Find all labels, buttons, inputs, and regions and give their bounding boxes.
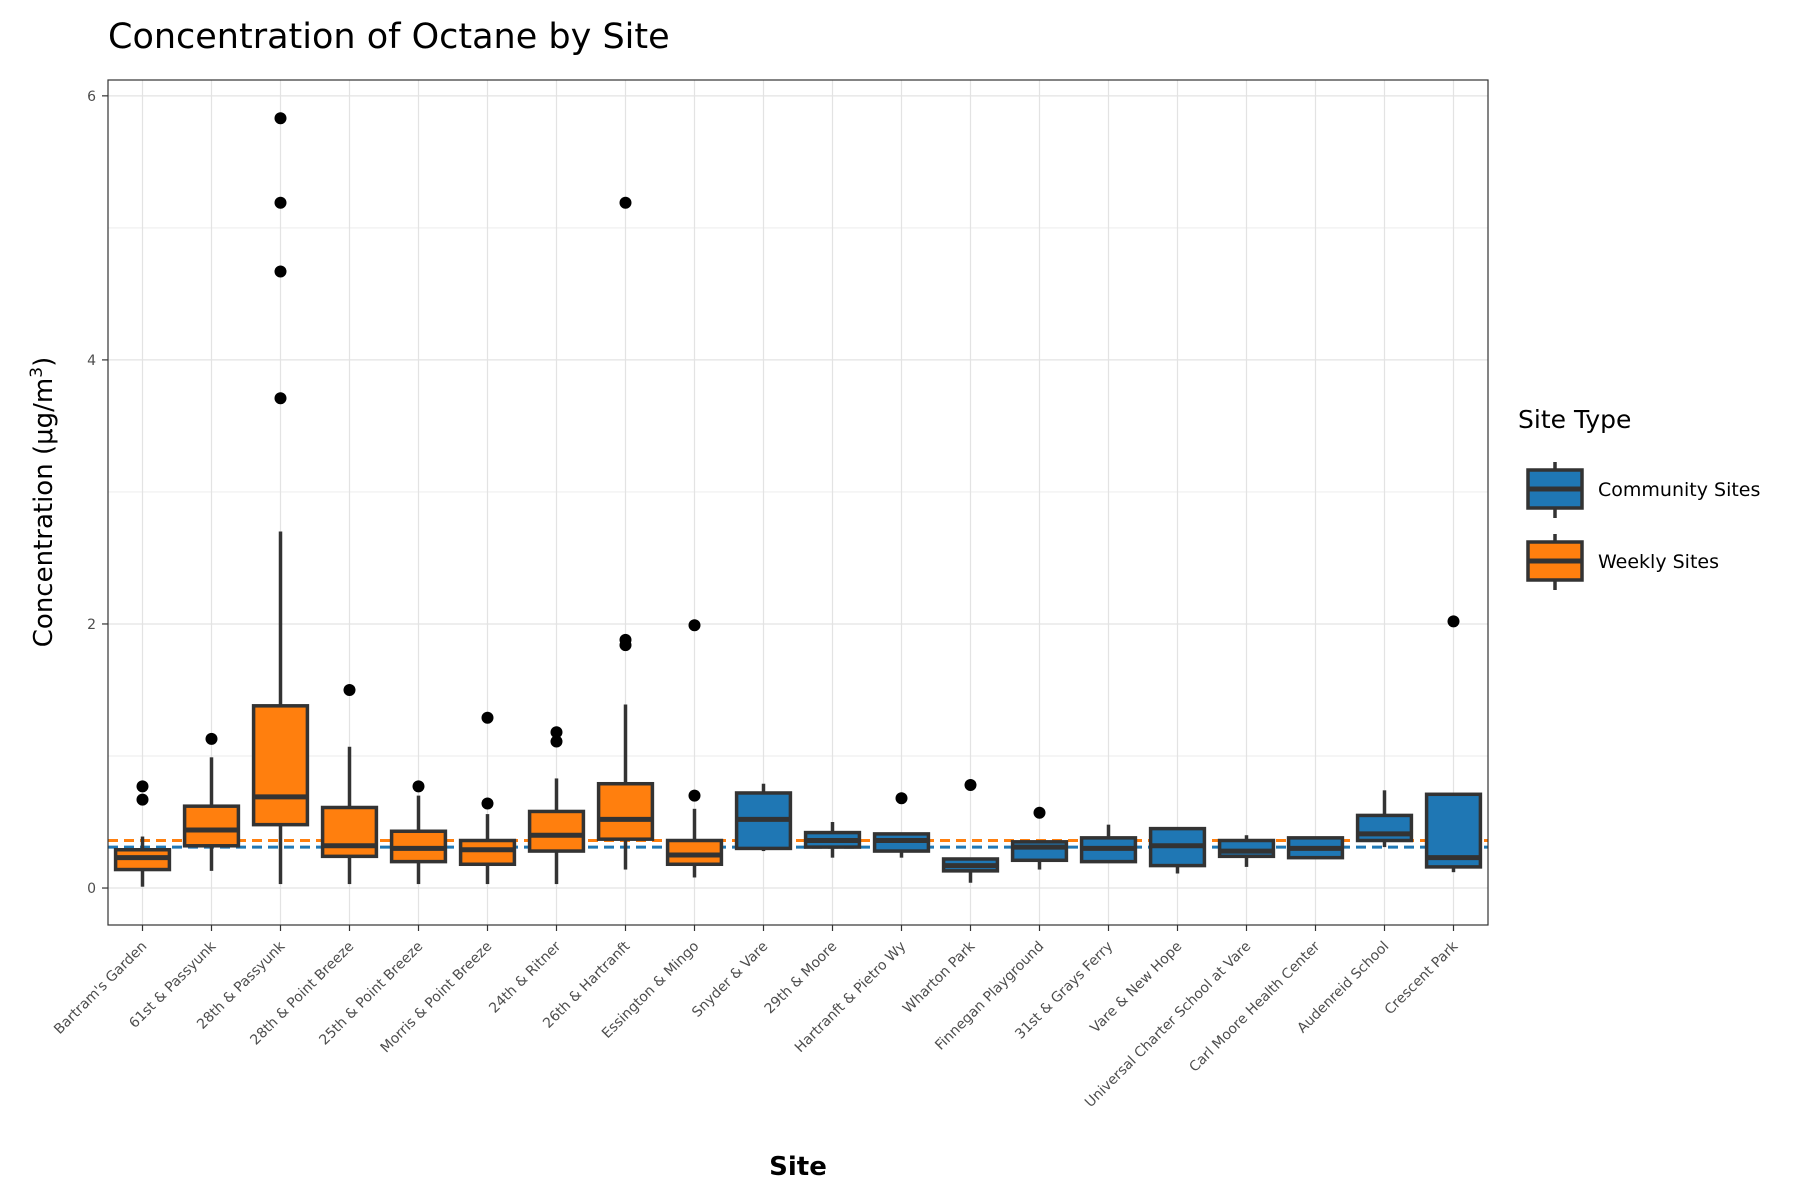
outlier-point bbox=[343, 683, 356, 696]
box-8 bbox=[665, 808, 724, 878]
box-3 bbox=[320, 746, 379, 885]
outlier-point bbox=[550, 735, 563, 748]
x-tick-label: 24th & Ritner bbox=[486, 938, 564, 1016]
outlier-point bbox=[412, 780, 425, 793]
legend: Site Type Community Sites Weekly Sites bbox=[1518, 405, 1760, 590]
outlier-point bbox=[274, 112, 287, 125]
box-iqr bbox=[182, 804, 241, 848]
outlier-point bbox=[481, 711, 494, 724]
outlier-point bbox=[1447, 615, 1460, 628]
box-iqr bbox=[596, 781, 655, 841]
x-tick-label: Hartranft & Pietro Wy bbox=[792, 939, 909, 1056]
reference-lines bbox=[108, 839, 1488, 849]
box-13 bbox=[1010, 840, 1069, 870]
plot-panel-border bbox=[107, 79, 1489, 926]
box-14 bbox=[1079, 824, 1138, 864]
outlier-point bbox=[619, 639, 632, 652]
box-1 bbox=[182, 757, 241, 871]
box-4 bbox=[389, 795, 448, 885]
box-iqr bbox=[458, 838, 517, 867]
legend-entry-community: Community Sites bbox=[1526, 462, 1760, 518]
legend-entry-weekly: Weekly Sites bbox=[1526, 534, 1719, 590]
x-tick-label: Wharton Park bbox=[900, 938, 979, 1017]
legend-label: Community Sites bbox=[1598, 479, 1760, 501]
y-axis-title-main: Concentration (μg/m bbox=[29, 378, 59, 647]
grid-layer bbox=[108, 80, 1488, 925]
legend-entries: Community Sites Weekly Sites bbox=[1526, 462, 1760, 590]
y-tick-label: 4 bbox=[87, 353, 96, 369]
y-axis-title-close: ) bbox=[29, 357, 59, 367]
box-iqr bbox=[1010, 840, 1069, 863]
box-0 bbox=[113, 836, 172, 887]
legend-label: Weekly Sites bbox=[1598, 551, 1719, 573]
box-iqr bbox=[1355, 813, 1414, 843]
outlier-point bbox=[274, 392, 287, 405]
box-7 bbox=[596, 704, 655, 870]
box-18 bbox=[1355, 790, 1414, 848]
box-iqr bbox=[1217, 838, 1276, 859]
outlier-point bbox=[274, 196, 287, 209]
outlier-point bbox=[1033, 806, 1046, 819]
outlier-point bbox=[895, 792, 908, 805]
box-6 bbox=[527, 778, 586, 885]
y-axis-title: Concentration (μg/m3) bbox=[27, 357, 59, 647]
box-iqr bbox=[320, 805, 379, 859]
outlier-point bbox=[619, 196, 632, 209]
box-12 bbox=[941, 857, 1000, 883]
box-layer bbox=[113, 531, 1483, 887]
x-tick-label: Morris & Point Breeze bbox=[378, 939, 496, 1057]
y-tick-label: 0 bbox=[87, 881, 96, 897]
outlier-point bbox=[550, 726, 563, 739]
box-iqr bbox=[1424, 792, 1483, 869]
box-17 bbox=[1286, 836, 1345, 860]
box-19 bbox=[1424, 792, 1483, 873]
outlier-point bbox=[274, 265, 287, 278]
outlier-point bbox=[205, 732, 218, 745]
outlier-point bbox=[688, 619, 701, 632]
outlier-point bbox=[481, 797, 494, 810]
x-tick-label: 29th & Moore bbox=[762, 939, 841, 1018]
box-5 bbox=[458, 814, 517, 885]
outlier-point bbox=[136, 780, 149, 793]
y-tick-label: 2 bbox=[87, 617, 96, 633]
box-iqr bbox=[527, 809, 586, 853]
outlier-point bbox=[688, 789, 701, 802]
box-9 bbox=[734, 783, 793, 852]
x-axis-title: Site bbox=[769, 1152, 827, 1182]
box-10 bbox=[803, 822, 862, 858]
box-2 bbox=[251, 531, 310, 885]
outlier-layer bbox=[136, 112, 1460, 819]
y-axis-title-superscript: 3 bbox=[27, 367, 47, 378]
outlier-point bbox=[136, 793, 149, 806]
outlier-point bbox=[964, 779, 977, 792]
box-11 bbox=[872, 832, 931, 858]
y-tick-label: 6 bbox=[87, 89, 96, 105]
legend-title: Site Type bbox=[1518, 405, 1631, 434]
x-tick-label: Carl Moore Health Center bbox=[1186, 938, 1323, 1075]
box-16 bbox=[1217, 835, 1276, 867]
box-15 bbox=[1148, 826, 1207, 874]
x-tick-label: Snyder & Vare bbox=[689, 939, 771, 1021]
box-iqr bbox=[251, 704, 310, 827]
box-iqr bbox=[665, 838, 724, 867]
x-tick-label: Crescent Park bbox=[1382, 938, 1462, 1018]
chart-title: Concentration of Octane by Site bbox=[108, 17, 670, 57]
